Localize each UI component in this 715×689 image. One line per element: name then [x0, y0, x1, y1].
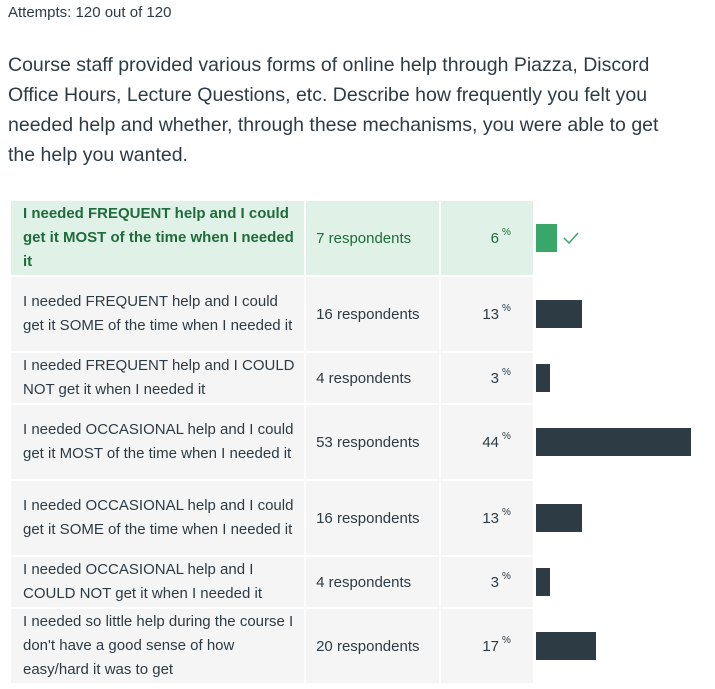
percent-bar — [535, 364, 550, 392]
bar-cell — [532, 481, 715, 555]
bar-cell — [532, 557, 715, 607]
percent-cell: 6% — [438, 201, 533, 275]
percent-bar — [535, 632, 596, 660]
percent-cell: 44% — [438, 405, 533, 479]
attempts-count: Attempts: 120 out of 120 — [8, 4, 172, 21]
bar-cell — [532, 201, 715, 275]
percent-symbol: % — [502, 227, 511, 238]
answer-label: I needed FREQUENT help and I could get i… — [11, 277, 305, 351]
answer-row: I needed OCCASIONAL help and I COULD NOT… — [11, 557, 715, 607]
answer-row: I needed FREQUENT help and I could get i… — [11, 201, 715, 275]
respondent-count: 4 respondents — [304, 353, 439, 403]
percent-symbol: % — [502, 431, 511, 442]
percent-bar — [535, 224, 557, 252]
answer-label: I needed OCCASIONAL help and I could get… — [11, 481, 305, 555]
percent-bar — [535, 504, 582, 532]
answer-row: I needed so little help during the cours… — [11, 609, 715, 683]
respondent-count: 4 respondents — [304, 557, 439, 607]
answer-row: I needed OCCASIONAL help and I could get… — [11, 481, 715, 555]
percent-symbol: % — [502, 635, 511, 646]
answer-row: I needed FREQUENT help and I COULD NOT g… — [11, 353, 715, 403]
percent-value: 13 — [482, 306, 499, 323]
percent-cell: 13% — [438, 481, 533, 555]
answer-label: I needed so little help during the cours… — [11, 609, 305, 683]
percent-cell: 17% — [438, 609, 533, 683]
percent-cell: 3% — [438, 557, 533, 607]
bar-cell — [532, 609, 715, 683]
answer-label: I needed FREQUENT help and I COULD NOT g… — [11, 353, 305, 403]
percent-cell: 13% — [438, 277, 533, 351]
percent-bar — [535, 568, 550, 596]
respondent-count: 20 respondents — [304, 609, 439, 683]
bar-cell — [532, 277, 715, 351]
bar-cell — [532, 405, 715, 479]
answer-row: I needed FREQUENT help and I could get i… — [11, 277, 715, 351]
answer-label: I needed OCCASIONAL help and I COULD NOT… — [11, 557, 305, 607]
percent-value: 44 — [482, 434, 499, 451]
percent-value: 3 — [490, 370, 499, 387]
bar-cell — [532, 353, 715, 403]
answer-results-table: I needed FREQUENT help and I could get i… — [11, 199, 715, 685]
percent-value: 17 — [482, 638, 499, 655]
percent-symbol: % — [502, 367, 511, 378]
percent-symbol: % — [502, 303, 511, 314]
answer-label: I needed FREQUENT help and I could get i… — [11, 201, 305, 275]
percent-value: 3 — [490, 574, 499, 591]
percent-cell: 3% — [438, 353, 533, 403]
respondent-count: 16 respondents — [304, 277, 439, 351]
answer-label: I needed OCCASIONAL help and I could get… — [11, 405, 305, 479]
respondent-count: 7 respondents — [304, 201, 439, 275]
percent-bar — [535, 300, 582, 328]
percent-value: 13 — [482, 510, 499, 527]
percent-value: 6 — [490, 230, 499, 247]
question-text: Course staff provided various forms of o… — [8, 54, 659, 166]
check-icon — [563, 232, 579, 244]
percent-symbol: % — [502, 571, 511, 582]
percent-symbol: % — [502, 507, 511, 518]
respondent-count: 16 respondents — [304, 481, 439, 555]
respondent-count: 53 respondents — [304, 405, 439, 479]
answer-row: I needed OCCASIONAL help and I could get… — [11, 405, 715, 479]
percent-bar — [535, 428, 691, 456]
